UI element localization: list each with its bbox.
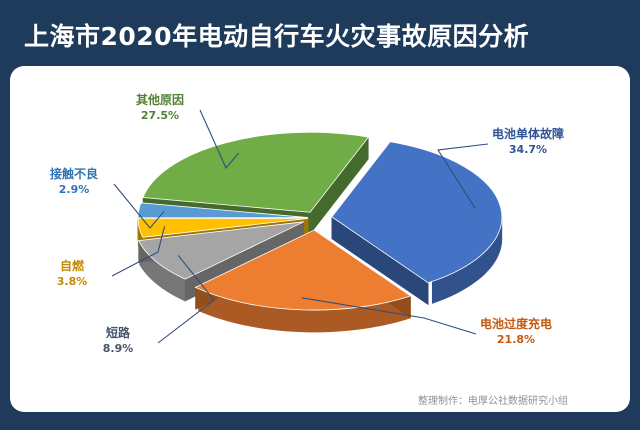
leader-line-4 xyxy=(113,183,165,229)
slice-其他原因 xyxy=(142,131,370,213)
leader-line-3 xyxy=(111,226,166,277)
header: 上海市2020年电动自行车火灾事故原因分析 xyxy=(0,0,640,68)
slice-电池过度充电 xyxy=(194,229,412,311)
leader-line-0 xyxy=(437,143,489,209)
slice-接触不良 xyxy=(137,202,309,218)
slice-label-value: 2.9% xyxy=(59,183,90,196)
leader-line-1 xyxy=(301,297,477,335)
source-note: 整理制作：电厚公社数据研究小组 xyxy=(418,396,568,407)
slice-label-name: 短路 xyxy=(106,325,131,340)
pie-tops xyxy=(137,131,503,311)
slice-label-name: 自燃 xyxy=(60,258,85,273)
slice-label-name: 电池过度充电 xyxy=(480,316,552,331)
slice-label-value: 27.5% xyxy=(141,109,179,122)
slice-label-value: 21.8% xyxy=(497,333,535,346)
slice-label-value: 8.9% xyxy=(103,342,134,355)
slice-label-name: 电池单体故障 xyxy=(492,126,564,141)
pie-labels: 电池单体故障 34.7% 电池过度充电 21.8% 短路 8.9% 自燃 3.8% 接触不良 2.… xyxy=(50,92,564,355)
slice-label-name: 其他原因 xyxy=(136,92,184,107)
slice-label-value: 34.7% xyxy=(509,143,547,156)
slice-自燃 xyxy=(137,217,309,238)
leader-line-2 xyxy=(157,255,215,344)
leader-line-5 xyxy=(199,109,240,170)
slice-短路 xyxy=(137,221,305,280)
slice-label-value: 3.8% xyxy=(57,275,88,288)
page-title: 上海市2020年电动自行车火灾事故原因分析 xyxy=(24,22,530,51)
slice-电池单体故障 xyxy=(331,141,503,284)
bottom-bar xyxy=(0,412,640,430)
slice-label-name: 接触不良 xyxy=(50,166,98,181)
